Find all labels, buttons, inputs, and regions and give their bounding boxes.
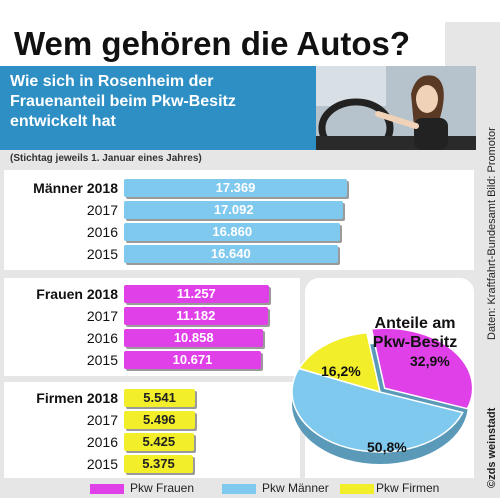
frauen-bar: 11.182 xyxy=(124,307,268,325)
pie-slice-maenner xyxy=(291,367,464,453)
legend-swatch-maenner xyxy=(222,484,256,494)
pie-title-line-1: Anteile am xyxy=(374,315,456,332)
pie-value-label-frauen: 32,9% xyxy=(410,353,450,369)
pie-chart: 32,9% 50,8% 16,2% xyxy=(291,327,474,464)
frauen-bar: 10.671 xyxy=(124,351,261,369)
pie-title: Anteile am Pkw-Besitz xyxy=(360,314,470,352)
firmen-bar: 5.375 xyxy=(124,455,193,473)
subtitle-banner: Wie sich in Rosenheim der Frauenanteil b… xyxy=(0,66,316,150)
firmen-bar-value: 5.541 xyxy=(143,390,176,405)
maenner-bar-value: 17.092 xyxy=(213,202,254,217)
driver-photo xyxy=(316,66,476,150)
maenner-bar: 17.369 xyxy=(124,179,347,197)
source-credit-text: Daten: Kraftfahrt-Bundesamt Bild: Promot… xyxy=(486,127,498,340)
firmen-bar: 5.496 xyxy=(124,411,195,429)
pie-value-label-firmen: 16,2% xyxy=(321,363,361,379)
firmen-tick-label: 2015 xyxy=(86,456,118,472)
frauen-bar-value: 11.257 xyxy=(176,286,216,301)
firmen-bar-value: 5.375 xyxy=(142,456,175,471)
subtitle-line-2: Frauenanteil beim Pkw-Besitz xyxy=(10,93,236,110)
maenner-bar: 16.640 xyxy=(124,245,338,263)
legend-frauen: Pkw Frauen xyxy=(130,481,195,495)
frauen-bar-value: 11.182 xyxy=(176,308,216,323)
legend-swatch-firmen xyxy=(340,484,374,494)
top-strip xyxy=(0,0,500,22)
maenner-bar-value: 16.640 xyxy=(210,246,251,261)
firmen-tick-label: 2017 xyxy=(86,412,118,428)
subtitle-line-3: entwickelt hat xyxy=(10,113,116,130)
firmen-tick-label: 2016 xyxy=(86,434,118,450)
maenner-bar-value: 17.369 xyxy=(215,180,256,195)
subtitle-line-1: Wie sich in Rosenheim der xyxy=(10,73,214,90)
frauen-tick-label: Frauen 2018 xyxy=(36,286,118,302)
maenner-bar: 16.860 xyxy=(124,223,341,241)
frauen-bar-value: 10.858 xyxy=(173,330,214,345)
maenner-bar: 17.092 xyxy=(124,201,344,219)
maenner-tick-label: 2016 xyxy=(86,224,118,240)
firmen-tick-label: Firmen 2018 xyxy=(36,390,118,406)
frauen-tick-label: 2017 xyxy=(86,308,118,324)
author-credit-text: ©zds weinstadt xyxy=(486,407,498,488)
legend-maenner: Pkw Männer xyxy=(262,481,329,495)
legend-swatch-frauen xyxy=(90,484,124,494)
firmen-bar-value: 5.425 xyxy=(142,434,176,449)
maenner-tick-label: 2017 xyxy=(86,202,118,218)
pie-slice-firmen xyxy=(297,331,382,394)
maenner-tick-label: 2015 xyxy=(86,246,118,262)
maenner-tick-label: Männer 2018 xyxy=(33,180,118,196)
pie-slice-frauen xyxy=(370,327,474,410)
date-note: (Stichtag jeweils 1. Januar eines Jahres… xyxy=(10,153,202,164)
frauen-tick-label: 2015 xyxy=(86,352,118,368)
page-title: Wem gehören die Autos? xyxy=(0,22,445,66)
frauen-tick-label: 2016 xyxy=(86,330,118,346)
driver-photo-illustration xyxy=(316,66,476,150)
frauen-bar: 11.257 xyxy=(124,285,269,303)
maenner-bar-value: 16.860 xyxy=(212,224,253,239)
firmen-bar: 5.541 xyxy=(124,389,196,407)
pie-value-label-maenner: 50,8% xyxy=(367,439,407,455)
firmen-bar: 5.425 xyxy=(124,433,194,451)
legend-firmen: Pkw Firmen xyxy=(376,481,440,495)
pie-title-line-2: Pkw-Besitz xyxy=(372,334,458,351)
frauen-bar-value: 10.671 xyxy=(172,352,213,367)
firmen-bar-value: 5.496 xyxy=(143,412,176,427)
frauen-bar: 10.858 xyxy=(124,329,264,347)
